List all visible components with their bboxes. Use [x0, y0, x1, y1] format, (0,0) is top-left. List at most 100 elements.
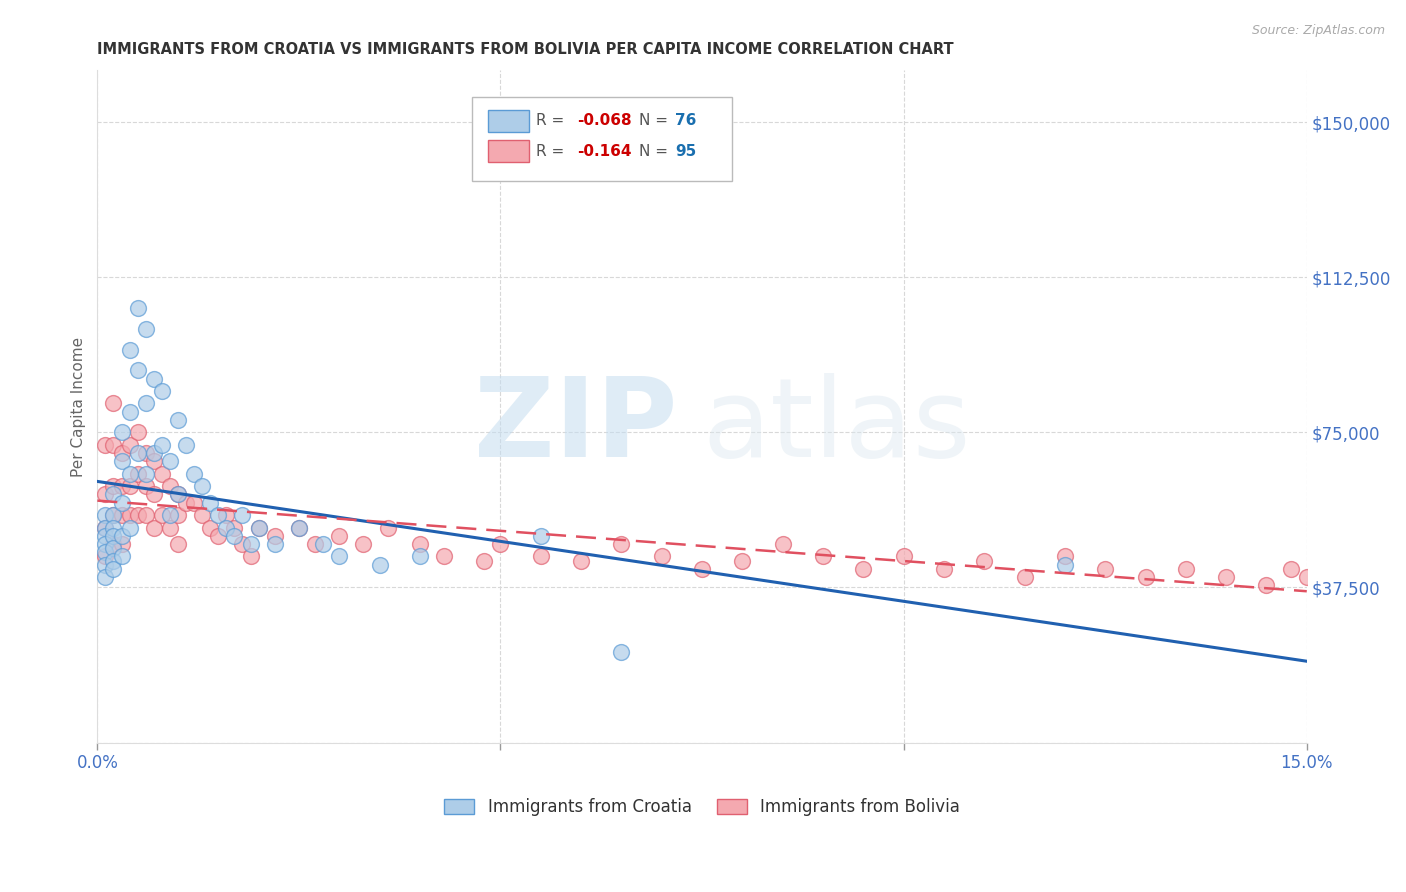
Point: [94, 570, 117, 584]
Point: [489, 537, 512, 551]
Point: [200, 520, 222, 534]
Point: [135, 322, 157, 336]
FancyBboxPatch shape: [472, 97, 733, 181]
Point: [94, 529, 117, 543]
Point: [159, 520, 181, 534]
Point: [409, 549, 432, 564]
Point: [1053, 549, 1076, 564]
Point: [110, 496, 132, 510]
Point: [142, 454, 165, 468]
Point: [135, 479, 157, 493]
Point: [167, 487, 190, 501]
Point: [1094, 562, 1116, 576]
Point: [127, 425, 149, 440]
Point: [103, 529, 125, 543]
Point: [1279, 562, 1302, 576]
Point: [135, 396, 157, 410]
Point: [110, 479, 132, 493]
Legend: Immigrants from Croatia, Immigrants from Bolivia: Immigrants from Croatia, Immigrants from…: [437, 791, 966, 822]
Text: -0.164: -0.164: [578, 144, 631, 159]
Point: [103, 438, 125, 452]
Point: [852, 562, 875, 576]
Point: [135, 467, 157, 481]
Point: [224, 520, 246, 534]
Point: [94, 549, 117, 564]
Point: [368, 558, 391, 572]
Point: [328, 529, 350, 543]
Point: [94, 520, 117, 534]
Point: [893, 549, 915, 564]
Point: [110, 508, 132, 522]
Point: [288, 520, 311, 534]
Point: [167, 413, 190, 427]
Point: [103, 553, 125, 567]
Point: [207, 508, 229, 522]
FancyBboxPatch shape: [488, 110, 529, 132]
Point: [118, 405, 141, 419]
Point: [150, 438, 173, 452]
Point: [183, 467, 205, 481]
Text: N =: N =: [640, 113, 673, 128]
Point: [103, 537, 125, 551]
Point: [94, 537, 117, 551]
Point: [731, 553, 754, 567]
Text: R =: R =: [536, 144, 569, 159]
Point: [135, 446, 157, 460]
Point: [1376, 587, 1399, 601]
Point: [142, 487, 165, 501]
Point: [530, 549, 553, 564]
Point: [973, 553, 995, 567]
Point: [772, 537, 794, 551]
Point: [1295, 570, 1317, 584]
Point: [610, 537, 633, 551]
Point: [247, 520, 270, 534]
Point: [1336, 570, 1358, 584]
Point: [127, 508, 149, 522]
Text: 76: 76: [675, 113, 697, 128]
Text: N =: N =: [640, 144, 673, 159]
Point: [409, 537, 432, 551]
Point: [312, 537, 335, 551]
Point: [377, 520, 399, 534]
Text: 95: 95: [675, 144, 697, 159]
Point: [159, 454, 181, 468]
Point: [150, 508, 173, 522]
Point: [1014, 570, 1036, 584]
Point: [110, 549, 132, 564]
Point: [610, 644, 633, 658]
Point: [127, 363, 149, 377]
Point: [118, 520, 141, 534]
Point: [103, 508, 125, 522]
Point: [1392, 578, 1406, 592]
Point: [118, 467, 141, 481]
Point: [94, 508, 117, 522]
Point: [103, 396, 125, 410]
Point: [215, 508, 238, 522]
Point: [103, 541, 125, 556]
Point: [103, 487, 125, 501]
Point: [263, 529, 285, 543]
Point: [103, 479, 125, 493]
Point: [118, 343, 141, 357]
Point: [191, 508, 214, 522]
Y-axis label: Per Capita Income: Per Capita Income: [72, 336, 86, 476]
Text: IMMIGRANTS FROM CROATIA VS IMMIGRANTS FROM BOLIVIA PER CAPITA INCOME CORRELATION: IMMIGRANTS FROM CROATIA VS IMMIGRANTS FR…: [97, 42, 955, 57]
Point: [127, 446, 149, 460]
Point: [328, 549, 350, 564]
Point: [932, 562, 955, 576]
Point: [103, 562, 125, 576]
Point: [135, 508, 157, 522]
Point: [118, 438, 141, 452]
Point: [1312, 578, 1334, 592]
Point: [1174, 562, 1197, 576]
Point: [174, 438, 197, 452]
Point: [690, 562, 713, 576]
Point: [207, 529, 229, 543]
Point: [110, 446, 132, 460]
Point: [530, 529, 553, 543]
Point: [142, 446, 165, 460]
Point: [103, 520, 125, 534]
Point: [94, 487, 117, 501]
Point: [127, 467, 149, 481]
FancyBboxPatch shape: [488, 140, 529, 161]
